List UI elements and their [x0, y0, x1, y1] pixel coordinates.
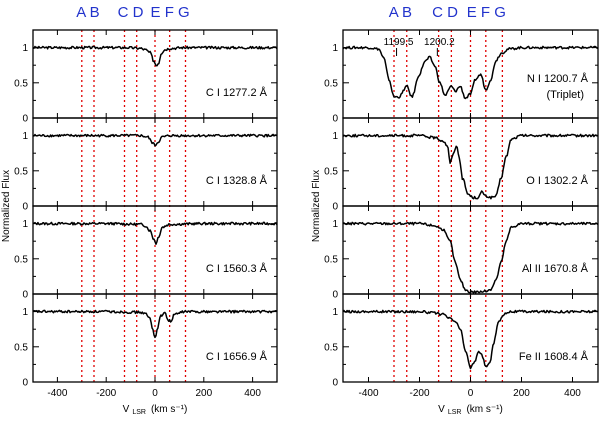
spectrum-line: [342, 45, 599, 100]
y-axis-title: Normalized Flux: [311, 170, 322, 242]
x-axis-title: V LSR (km s⁻¹): [123, 404, 188, 416]
cloud-label-0: A B: [76, 4, 99, 21]
y-tick-label: 0: [22, 290, 28, 301]
y-tick-label: 0: [332, 378, 338, 389]
x-tick-label: 200: [195, 388, 212, 399]
x-tick-label: 0: [152, 388, 158, 399]
y-axis-title: Normalized Flux: [1, 170, 12, 242]
y-tick-label: 0.5: [324, 78, 338, 89]
y-tick-label: 0.5: [14, 254, 28, 265]
x-tick-label: -200: [96, 388, 116, 399]
panel-label: O I 1302.2 Å: [526, 174, 588, 187]
panel-label: Al II 1670.8 Å: [522, 262, 589, 275]
spectrum-line: [342, 309, 599, 370]
y-tick-label: 0: [332, 202, 338, 213]
x-tick-label: -200: [409, 388, 429, 399]
line-annotation: 1200.2: [424, 37, 455, 48]
y-tick-label: 1: [332, 43, 338, 54]
line-annotation: 1199.5: [384, 37, 414, 48]
panel-label: C I 1560.3 Å: [206, 262, 268, 275]
x-tick-label: 400: [564, 388, 581, 399]
y-tick-label: 0.5: [14, 342, 28, 353]
y-tick-label: 1: [332, 219, 338, 230]
cloud-label-1: C D: [118, 4, 144, 21]
x-tick-label: -400: [358, 388, 378, 399]
y-tick-label: 0: [332, 290, 338, 301]
frames-layer: [32, 29, 599, 383]
y-tick-label: 0.5: [14, 78, 28, 89]
spectrum-line: [32, 221, 278, 245]
spectrum-line: [32, 45, 278, 67]
y-tick-label: 0: [332, 114, 338, 125]
cloud-label-1: C D: [432, 4, 458, 21]
spectrum-line: [342, 221, 599, 294]
y-tick-label: 0: [22, 114, 28, 125]
panel-label: C I 1328.8 Å: [206, 174, 268, 187]
x-axis-title: V LSR (km s⁻¹): [438, 404, 503, 416]
x-tick-label: -400: [47, 388, 67, 399]
y-tick-label: 1: [332, 307, 338, 318]
panel-label: N I 1200.7 Å: [527, 72, 589, 85]
panel-label: C I 1656.9 Å: [206, 350, 268, 363]
y-tick-label: 0.5: [324, 166, 338, 177]
spectrum-line: [32, 133, 278, 147]
y-tick-label: 0: [22, 202, 28, 213]
cloud-label-0: A B: [389, 4, 412, 21]
y-tick-label: 0.5: [324, 254, 338, 265]
cloud-label-2: E F G: [467, 4, 506, 21]
panel-sublabel: (Triplet): [547, 89, 584, 101]
x-tick-label: 0: [468, 388, 474, 399]
y-tick-label: 1: [22, 219, 28, 230]
y-tick-label: 1: [22, 307, 28, 318]
y-tick-label: 0.5: [14, 166, 28, 177]
spectrum-line: [32, 309, 278, 339]
y-tick-label: 1: [22, 131, 28, 142]
y-tick-label: 0: [22, 378, 28, 389]
panel-frame: [32, 29, 278, 119]
panel-label: C I 1277.2 Å: [206, 86, 268, 99]
x-tick-label: 400: [244, 388, 261, 399]
y-tick-label: 0.5: [324, 342, 338, 353]
x-tick-label: 200: [513, 388, 530, 399]
y-tick-label: 1: [332, 131, 338, 142]
cloud-label-2: E F G: [151, 4, 190, 21]
text-layer: A B C D E F G 0 0.5 1 C I 1277.2 Å 0 0.5 1 C I 132…: [1, 4, 589, 416]
panel-label: Fe II 1608.4 Å: [519, 350, 589, 363]
spectrum-line: [342, 133, 599, 200]
y-tick-label: 1: [22, 43, 28, 54]
